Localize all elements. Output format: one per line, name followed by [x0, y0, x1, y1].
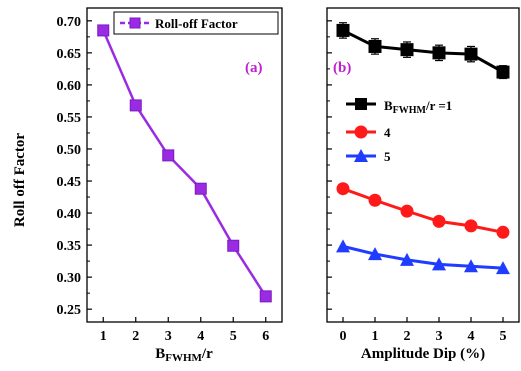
panel-a-x-tick-label-2: 3 [165, 329, 172, 344]
panel-a-x-tick-label-0: 1 [100, 329, 107, 344]
panel-a-x-axis-title-main: B [155, 346, 165, 362]
panel-b-frame [326, 7, 520, 323]
y-tick-label-6: 0.55 [57, 111, 82, 126]
panel-b-x-tick-label-1: 1 [372, 329, 379, 344]
panel-b: 0 1 2 3 4 5 (b) BFWHM/r =1 4 5 Amplitude Dip … [326, 7, 520, 362]
legend-label-bfwhm1-tail: /r =1 [425, 98, 452, 113]
panel-a-legend-marker [129, 17, 141, 29]
panel-a-series [97, 24, 272, 303]
panel-b-series-2-point-0 [336, 239, 350, 253]
panel-a-x-tick-label-5: 6 [262, 329, 269, 344]
panel-a: 1 2 3 4 5 6 0.25 0.30 0.35 0.40 0.45 0.50 0.55 0.60 0.… [57, 7, 283, 364]
panel-b-series-2-line [342, 244, 504, 270]
panel-a-x-axis-title-sub: FWHM [165, 352, 202, 364]
panel-a-series-0-point-0 [97, 24, 110, 37]
panel-a-legend: Roll-off Factor [113, 11, 279, 35]
panel-a-series-0-point-1 [129, 99, 142, 112]
panel-a-x-tick-label-4: 5 [230, 329, 237, 344]
panel-b-series-1-point-2 [400, 204, 414, 218]
panel-b-x-tick-label-5: 5 [500, 329, 507, 344]
legend-label-bfwhm1-sub: FWHM [393, 105, 427, 116]
y-axis-title: Roll off Factor [12, 133, 28, 227]
panel-b-series-2-point-5 [496, 261, 510, 275]
panel-b-series-0-line [342, 29, 504, 74]
y-tick-label-4: 0.45 [57, 175, 82, 190]
panel-b-series-1-point-3 [432, 214, 446, 228]
panel-a-ticks: 1 2 3 4 5 6 0.25 0.30 0.35 0.40 0.45 0.50 0.55 0.60 0.… [57, 15, 270, 344]
y-tick-label-8: 0.65 [57, 47, 82, 62]
panel-b-series-2-point-1 [368, 247, 382, 261]
panel-b-series-2-point-2 [400, 252, 414, 266]
panel-b-series-1-point-5 [496, 225, 510, 239]
panel-a-frame [86, 7, 283, 323]
panel-b-x-tick-label-2: 2 [404, 329, 411, 344]
panel-b-series-0-point-0 [336, 23, 350, 37]
panel-b-series-2-point-3 [432, 257, 446, 271]
y-tick-label-0: 0.25 [57, 303, 82, 318]
y-tick-label-7: 0.60 [57, 79, 82, 94]
panel-a-label: (a) [245, 60, 263, 76]
panel-b-legend: BFWHM/r =1 4 5 [346, 98, 452, 164]
panel-a-x-axis-title: BFWHM/r [155, 346, 213, 364]
panel-b-x-axis-title: Amplitude Dip (%) [361, 346, 485, 362]
panel-b-series-0-point-2 [400, 43, 414, 57]
panel-b-series-1-line [342, 187, 504, 234]
panel-a-x-tick-label-3: 4 [197, 329, 204, 344]
panel-a-legend-box [113, 11, 279, 35]
panel-b-series-1-point-4 [464, 219, 478, 233]
panel-a-series-0-point-4 [227, 239, 240, 252]
panel-a-series-0-point-3 [194, 182, 207, 195]
legend-label-4: 4 [384, 125, 391, 140]
y-tick-label-9: 0.70 [57, 15, 82, 30]
legend-marker-bfwhm1 [355, 98, 367, 110]
panel-a-x-tick-label-1: 2 [132, 329, 139, 344]
panel-b-series-0-point-4 [464, 47, 478, 61]
legend-marker-5 [354, 149, 368, 162]
panel-b-series-0-point-5 [496, 65, 510, 79]
panel-b-series [336, 22, 510, 275]
legend-label-bfwhm1: BFWHM/r =1 [384, 98, 452, 116]
legend-label-bfwhm1-main: B [384, 98, 393, 113]
panel-b-x-tick-label-3: 3 [436, 329, 443, 344]
legend-label-5: 5 [384, 149, 391, 164]
panel-b-series-0-point-1 [368, 39, 382, 53]
panel-b-label: (b) [333, 60, 351, 76]
panel-b-series-2-point-4 [464, 259, 478, 273]
y-tick-label-1: 0.30 [57, 271, 82, 286]
panel-b-series-1-point-0 [336, 182, 350, 196]
panel-a-series-0-line [102, 29, 267, 298]
panel-b-series-1-point-1 [368, 193, 382, 207]
panel-a-series-0-point-2 [162, 149, 175, 162]
y-tick-label-5: 0.50 [57, 143, 82, 158]
panel-b-x-tick-label-0: 0 [340, 329, 347, 344]
panel-a-x-axis-title-tail: /r [201, 346, 213, 362]
panel-b-series-0-point-3 [432, 46, 446, 60]
y-tick-label-3: 0.40 [57, 207, 82, 222]
legend-marker-4 [354, 125, 368, 139]
panel-a-series-0-point-5 [259, 290, 272, 303]
panel-a-legend-label: Roll-off Factor [155, 16, 238, 31]
y-tick-label-2: 0.35 [57, 239, 82, 254]
panel-b-x-tick-label-4: 4 [468, 329, 475, 344]
panel-b-ticks: 0 1 2 3 4 5 [327, 20, 507, 344]
